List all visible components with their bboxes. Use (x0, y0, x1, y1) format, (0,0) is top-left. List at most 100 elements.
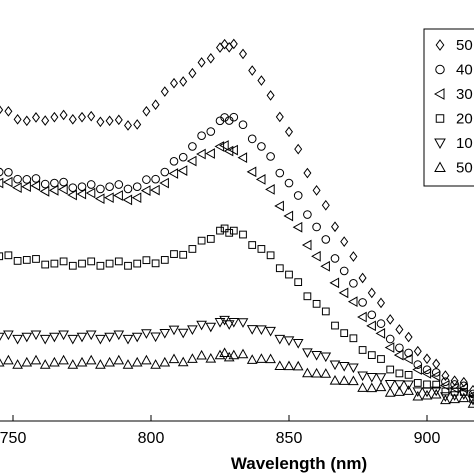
point-diamond-18-2 (469, 384, 474, 396)
point-circle-15-1 (376, 319, 386, 328)
point-triangle-down-4-1 (85, 330, 97, 341)
legend-marker-square (435, 114, 445, 123)
point-triangle-left-4-1 (85, 187, 96, 199)
point-square-1 (0, 252, 4, 261)
point-triangle-left-17-1 (430, 370, 441, 382)
point-triangle-down-2-1 (30, 330, 42, 341)
legend: 50 40 30 20 10 50 (423, 28, 474, 187)
point-square-10-1 (239, 230, 247, 239)
point-square-6-1 (142, 256, 151, 265)
point-triangle-left-2 (21, 181, 31, 193)
point-triangle-left-8-2 (205, 148, 215, 159)
point-square-6 (133, 259, 142, 268)
point-triangle-down-14 (338, 361, 350, 372)
point-circle-5 (105, 182, 114, 192)
point-triangle-up-18-2 (467, 398, 474, 408)
legend-label-2: 30 (456, 86, 473, 103)
series-circle (0, 112, 474, 399)
point-square-16-2 (413, 379, 422, 387)
point-triangle-left-14-2 (357, 311, 367, 323)
point-circle-7-2 (178, 152, 188, 162)
point-triangle-down-13-2 (329, 360, 341, 371)
point-triangle-left-1-2 (12, 182, 22, 194)
point-square-8-2 (206, 235, 215, 243)
point-square-5 (105, 259, 114, 268)
point-diamond-9 (216, 42, 224, 53)
point-diamond-5-2 (124, 120, 132, 131)
point-circle-1-2 (13, 174, 22, 184)
point-square-4-2 (96, 261, 105, 270)
point-circle-9-1 (220, 113, 229, 122)
point-triangle-left-11 (255, 174, 266, 185)
point-circle-12-2 (303, 210, 312, 219)
point-triangle-up-14 (338, 375, 350, 385)
point-triangle-left-13-1 (320, 260, 330, 272)
point-triangle-up-15 (366, 382, 378, 393)
point-triangle-up-10-2 (246, 354, 258, 364)
point-triangle-up-4-2 (95, 359, 106, 369)
point-triangle-down-8 (187, 325, 198, 336)
point-triangle-left-2-2 (39, 185, 50, 197)
point-square-11 (257, 245, 266, 253)
point-triangle-left-10-1 (237, 152, 248, 164)
point-triangle-down-18-1 (458, 390, 470, 400)
point-triangle-left-11-1 (265, 184, 275, 195)
point-triangle-left-12-2 (301, 239, 312, 251)
point-triangle-down-4-2 (95, 334, 106, 345)
point-triangle-down-4 (76, 332, 88, 343)
point-triangle-up-8-2 (205, 352, 217, 363)
point-triangle-left-14 (338, 287, 349, 299)
point-triangle-left-16-1 (403, 353, 413, 365)
point-circle-12-1 (293, 191, 303, 200)
point-triangle-up-13-1 (320, 368, 332, 378)
x-tick-label-750: 750 (0, 430, 26, 447)
series-diamond (0, 38, 474, 396)
point-diamond-7-1 (170, 77, 178, 89)
point-triangle-up-11 (256, 353, 267, 363)
point-diamond-1-1 (4, 105, 13, 117)
point-triangle-up-16 (394, 386, 405, 396)
series-triangle-left (0, 140, 474, 399)
point-triangle-down-10-2 (246, 325, 258, 335)
point-triangle-up-11-1 (265, 353, 276, 364)
point-triangle-left-16 (393, 349, 404, 361)
point-triangle-up-6-1 (141, 354, 152, 365)
point-diamond-8 (188, 67, 197, 79)
point-circle-8 (188, 142, 197, 151)
point-triangle-left-9-1 (219, 140, 229, 151)
point-circle-10-1 (238, 120, 248, 130)
point-circle-5-1 (114, 180, 124, 189)
point-diamond-14 (340, 236, 349, 247)
point-square-16-1 (404, 370, 413, 379)
point-square-8 (188, 245, 197, 253)
point-triangle-down-8-1 (196, 320, 207, 331)
point-square-3 (50, 259, 59, 268)
point-triangle-left-16-2 (412, 364, 422, 375)
point-square-12-2 (303, 292, 312, 301)
point-circle-4-1 (86, 180, 96, 189)
point-square-7-2 (179, 250, 188, 259)
point-triangle-down-6-1 (141, 329, 152, 339)
point-triangle-up-3-2 (67, 359, 79, 369)
point-diamond-9-2 (225, 42, 234, 53)
legend-marker-triangle-down (434, 138, 446, 150)
point-triangle-down-17 (421, 387, 433, 398)
point-circle-7-1 (169, 156, 179, 166)
point-triangle-left-6 (131, 192, 142, 204)
point-diamond-8-1 (197, 57, 206, 68)
point-diamond-2-1 (32, 112, 40, 123)
point-triangle-up-12-1 (292, 360, 304, 371)
point-diamond-17 (423, 353, 431, 365)
point-triangle-down-16-1 (403, 380, 414, 391)
point-square-15-2 (386, 365, 395, 374)
point-triangle-down-15 (366, 372, 378, 383)
point-triangle-left-2-1 (30, 180, 41, 192)
point-triangle-down-16-2 (412, 387, 424, 397)
point-triangle-left-6-1 (140, 185, 151, 196)
point-diamond-18-1 (459, 376, 468, 388)
point-circle-13-1 (321, 235, 331, 244)
point-triangle-down-7-1 (168, 325, 180, 336)
point-triangle-left-8-1 (196, 148, 206, 160)
point-triangle-down-17-1 (430, 386, 442, 397)
x-ticks-group: 750 800 850 900 (0, 415, 440, 447)
